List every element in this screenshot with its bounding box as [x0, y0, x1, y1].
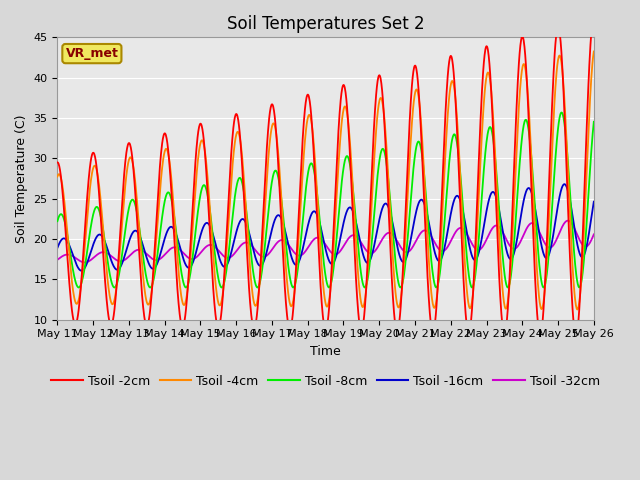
- Legend: Tsoil -2cm, Tsoil -4cm, Tsoil -8cm, Tsoil -16cm, Tsoil -32cm: Tsoil -2cm, Tsoil -4cm, Tsoil -8cm, Tsoi…: [47, 370, 605, 393]
- Text: VR_met: VR_met: [65, 47, 118, 60]
- Y-axis label: Soil Temperature (C): Soil Temperature (C): [15, 114, 28, 243]
- Title: Soil Temperatures Set 2: Soil Temperatures Set 2: [227, 15, 424, 33]
- X-axis label: Time: Time: [310, 345, 341, 358]
